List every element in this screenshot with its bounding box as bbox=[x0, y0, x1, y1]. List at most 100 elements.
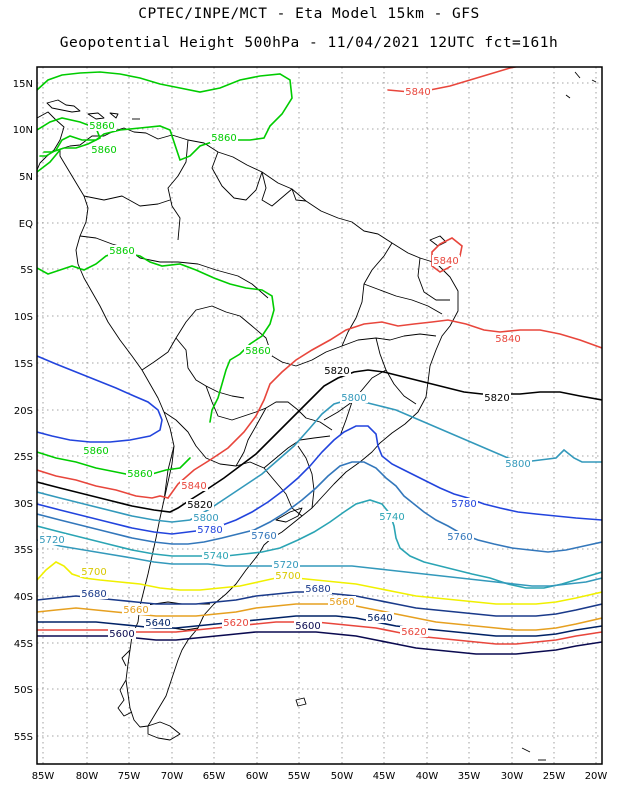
height-contours bbox=[37, 67, 602, 655]
contour-5740 bbox=[37, 499, 602, 589]
contour-label: 5860 bbox=[127, 469, 152, 480]
longitude-tick-label: 75W bbox=[118, 771, 141, 782]
contour-label: 5840 bbox=[433, 256, 458, 267]
contour-label: 5840 bbox=[405, 87, 430, 98]
contour-label-bg bbox=[192, 512, 220, 523]
contour-label: 5740 bbox=[379, 512, 404, 523]
contour-label-bg bbox=[90, 144, 118, 155]
contour-5840 bbox=[37, 469, 169, 499]
longitude-tick-label: 20W bbox=[585, 771, 608, 782]
contour-label: 5760 bbox=[447, 532, 472, 543]
contour-label-bg bbox=[196, 524, 224, 535]
contour-label: 5820 bbox=[187, 500, 212, 511]
contour-label: 5760 bbox=[251, 531, 276, 542]
latitude-tick-label: 15S bbox=[14, 359, 33, 370]
contour-label-bg bbox=[494, 333, 522, 344]
longitude-tick-label: 40W bbox=[416, 771, 439, 782]
contour-label: 5860 bbox=[83, 446, 108, 457]
longitude-tick-label: 50W bbox=[331, 771, 354, 782]
contour-label: 5840 bbox=[181, 481, 206, 492]
contour-label: 5800 bbox=[505, 459, 530, 470]
contour-5780 bbox=[37, 355, 163, 443]
contour-label-bg bbox=[222, 617, 250, 628]
latitude-tick-label: 50S bbox=[14, 685, 33, 696]
contour-label-bg bbox=[126, 468, 154, 479]
contour-label-bg bbox=[404, 86, 432, 97]
contour-label-bg bbox=[108, 245, 136, 256]
contour-5780 bbox=[37, 425, 602, 535]
contour-label-bg bbox=[272, 559, 300, 570]
longitude-tick-label: 85W bbox=[32, 771, 55, 782]
contour-labels: 5860 5860 5860 5860 5860 5860 5860 5840 5840 5840… bbox=[38, 86, 532, 640]
contour-label: 5820 bbox=[324, 366, 349, 377]
contour-label-bg bbox=[80, 566, 108, 577]
contour-label-bg bbox=[294, 620, 322, 631]
latitude-tick-label: 15N bbox=[13, 79, 33, 90]
contour-label: 5820 bbox=[484, 393, 509, 404]
contour-label-bg bbox=[432, 255, 460, 266]
contour-label-bg bbox=[304, 583, 332, 594]
longitude-tick-label: 35W bbox=[458, 771, 481, 782]
contour-label-bg bbox=[250, 530, 278, 541]
contour-label: 5860 bbox=[109, 246, 134, 257]
contour-label-bg bbox=[202, 550, 230, 561]
longitude-tick-label: 55W bbox=[288, 771, 311, 782]
contour-5640 bbox=[37, 615, 602, 637]
contour-label: 5660 bbox=[123, 605, 148, 616]
contour-label: 5800 bbox=[341, 393, 366, 404]
contour-5760 bbox=[37, 461, 602, 553]
longitude-tick-label: 60W bbox=[246, 771, 269, 782]
latitude-tick-label: 20S bbox=[14, 406, 33, 417]
longitude-tick-label: 70W bbox=[161, 771, 184, 782]
contour-label: 5640 bbox=[367, 613, 392, 624]
contour-5860 bbox=[37, 149, 61, 173]
contour-label: 5700 bbox=[81, 567, 106, 578]
contour-label: 5840 bbox=[495, 334, 520, 345]
map-title: CPTEC/INPE/MCT - Eta Model 15km - GFS bbox=[138, 6, 480, 22]
contour-label: 5640 bbox=[145, 618, 170, 629]
contour-label-bg bbox=[180, 480, 208, 491]
longitude-tick-label: 80W bbox=[76, 771, 99, 782]
contour-label-bg bbox=[378, 511, 406, 522]
contour-label-bg bbox=[400, 626, 428, 637]
contour-label: 5860 bbox=[245, 346, 270, 357]
axis-ticks: 15N 10N 5N EQ 5S 10S 15S 20S 25S 30S 35S 40S 45S 50S 5… bbox=[13, 79, 608, 782]
contour-label: 5780 bbox=[197, 525, 222, 536]
contour-label-bg bbox=[483, 392, 511, 403]
contour-label-bg bbox=[328, 596, 356, 607]
contour-label: 5720 bbox=[39, 535, 64, 546]
contour-label-bg bbox=[210, 132, 238, 143]
contour-label-bg bbox=[504, 458, 532, 469]
longitude-tick-label: 30W bbox=[501, 771, 524, 782]
contour-label: 5680 bbox=[305, 584, 330, 595]
coastlines-and-borders bbox=[37, 71, 597, 761]
contour-label-bg bbox=[274, 570, 302, 581]
contour-label: 5680 bbox=[81, 589, 106, 600]
contour-label: 5620 bbox=[401, 627, 426, 638]
contour-label-bg bbox=[340, 392, 368, 403]
contour-label-bg bbox=[366, 612, 394, 623]
contour-label-bg bbox=[244, 345, 272, 356]
contour-label-bg bbox=[186, 499, 214, 510]
latitude-tick-label: 10N bbox=[13, 125, 33, 136]
latitude-tick-label: 5S bbox=[20, 265, 33, 276]
latitude-tick-label: 40S bbox=[14, 592, 33, 603]
contour-label: 5600 bbox=[109, 629, 134, 640]
contour-5860 bbox=[37, 71, 293, 162]
contour-label-bg bbox=[446, 531, 474, 542]
latitude-tick-label: 55S bbox=[14, 732, 33, 743]
contour-label: 5860 bbox=[211, 133, 236, 144]
latitude-tick-label: 45S bbox=[14, 639, 33, 650]
map-subtitle: Geopotential Height 500hPa - 11/04/2021 … bbox=[59, 35, 559, 51]
contour-5720 bbox=[37, 539, 602, 587]
longitude-tick-label: 45W bbox=[373, 771, 396, 782]
contour-label: 5800 bbox=[193, 513, 218, 524]
contour-label-bg bbox=[450, 498, 478, 509]
lat-lon-grid bbox=[37, 67, 602, 764]
latitude-tick-label: EQ bbox=[19, 219, 33, 230]
contour-label-bg bbox=[38, 534, 66, 545]
contour-label-bg bbox=[88, 120, 116, 131]
latitude-tick-label: 10S bbox=[14, 312, 33, 323]
latitude-tick-label: 30S bbox=[14, 499, 33, 510]
